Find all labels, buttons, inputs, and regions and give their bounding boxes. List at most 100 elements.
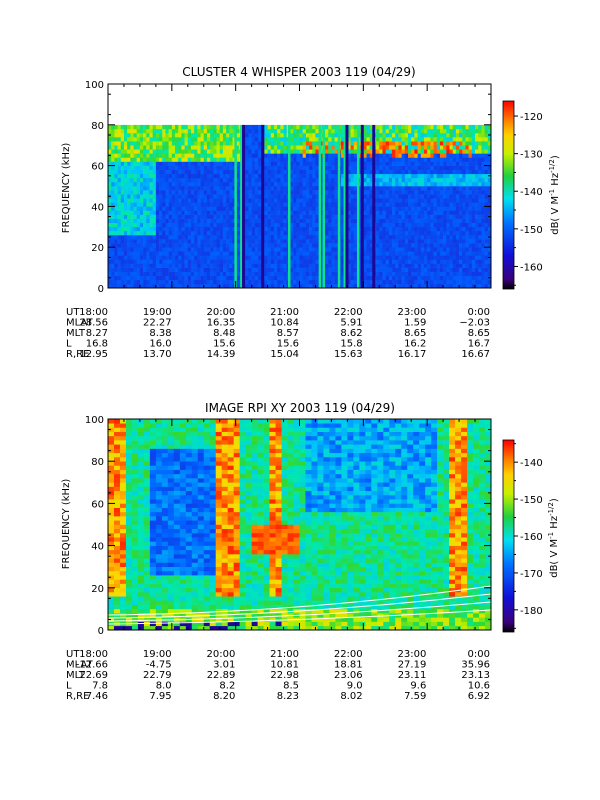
heatmap-cell (127, 132, 131, 138)
heatmap-cell (417, 141, 422, 146)
heatmap-cell (194, 283, 198, 289)
heatmap-cell (155, 210, 160, 215)
heatmap-cell (277, 194, 281, 199)
heatmap-cell (449, 234, 453, 240)
heatmap-cell (475, 128, 479, 134)
heatmap-cell (127, 239, 131, 244)
heatmap-cell (219, 210, 224, 215)
heatmap-cell (181, 251, 185, 256)
heatmap-cell (328, 206, 332, 211)
heatmap-cell (462, 132, 466, 138)
heatmap-cell (369, 275, 374, 281)
heatmap-cell (392, 173, 396, 179)
heatmap-cell (184, 165, 189, 170)
heatmap-cell (270, 267, 275, 272)
heatmap-cell (190, 169, 195, 175)
heatmap-cell (331, 206, 335, 211)
heatmap-cell (283, 210, 288, 215)
heatmap-cell (423, 243, 428, 248)
heatmap-cell (130, 259, 134, 264)
heatmap-cell (203, 186, 208, 191)
heatmap-cell (312, 137, 316, 142)
heatmap-cell (305, 259, 310, 264)
heatmap-cell (206, 169, 211, 175)
heatmap-cell (162, 259, 166, 264)
heatmap-cell (280, 267, 284, 272)
heatmap-cell (328, 247, 332, 252)
heatmap-cell (404, 279, 409, 285)
heatmap-cell (376, 283, 380, 289)
heatmap-cell (146, 210, 150, 215)
heatmap-cell (229, 218, 233, 224)
heatmap-cell (385, 251, 390, 256)
heatmap-cell (165, 141, 169, 146)
heatmap-cell (347, 186, 351, 191)
ephemeris-value: 20:00 (207, 307, 236, 318)
heatmap-cell (210, 271, 214, 277)
heatmap-cell (379, 165, 383, 170)
heatmap-cell (401, 181, 406, 187)
heatmap-cell (340, 243, 345, 248)
heatmap-cell (210, 259, 214, 264)
heatmap-cell (449, 243, 453, 248)
heatmap-cell (363, 275, 367, 281)
heatmap-cell (392, 259, 396, 264)
heatmap-cell (133, 124, 138, 130)
heatmap-cell (468, 218, 473, 224)
heatmap-cell (194, 210, 198, 215)
heatmap-cell (283, 239, 288, 244)
heatmap-cell (363, 165, 367, 170)
heatmap-cell (232, 218, 236, 224)
heatmap-cell (117, 263, 122, 268)
heatmap-cell (283, 132, 288, 138)
heatmap-cell (165, 124, 169, 130)
heatmap-cell (417, 173, 422, 179)
heatmap-cell (382, 271, 386, 277)
heatmap-cell (401, 157, 406, 162)
heatmap-cell (475, 177, 479, 183)
heatmap-cell (200, 181, 205, 187)
heatmap-cell (114, 214, 118, 219)
heatmap-cell (353, 181, 358, 187)
heatmap-cell (162, 145, 166, 150)
heatmap-cell (216, 145, 221, 150)
heatmap-cell (471, 267, 476, 272)
heatmap-cell (388, 279, 393, 285)
heatmap-cell (475, 271, 479, 277)
heatmap-cell (487, 226, 492, 232)
heatmap-cell (478, 226, 482, 232)
heatmap-cell (226, 149, 230, 154)
heatmap-cell (267, 259, 272, 264)
heatmap-cell (299, 218, 303, 224)
heatmap-cell (213, 247, 217, 252)
heatmap-cell (347, 271, 351, 277)
heatmap-cell (139, 214, 144, 219)
heatmap-cell (171, 226, 176, 232)
heatmap-cell (484, 132, 489, 138)
heatmap-cell (264, 239, 268, 244)
heatmap-cell (168, 198, 173, 203)
heatmap-cell (401, 124, 406, 130)
heatmap-cell (168, 210, 173, 215)
heatmap-cell (277, 186, 281, 191)
heatmap-cell (171, 153, 176, 158)
heatmap-cell (152, 259, 157, 264)
heatmap-cell (449, 161, 453, 166)
heatmap-cell (226, 186, 230, 191)
heatmap-cell (328, 157, 332, 162)
heatmap-cell (369, 239, 374, 244)
heatmap-cell (213, 124, 217, 130)
heatmap-cell (401, 283, 406, 289)
heatmap-cell (388, 226, 393, 232)
heatmap-cell (452, 218, 457, 224)
heatmap-cell (155, 141, 160, 146)
heatmap-cell (216, 255, 221, 260)
heatmap-cell (232, 186, 236, 191)
heatmap-cell (481, 165, 485, 170)
heatmap-cell (340, 202, 345, 207)
heatmap-cell (414, 222, 418, 228)
heatmap-cell (267, 153, 272, 158)
heatmap-cell (446, 247, 450, 252)
heatmap-cell (465, 255, 469, 260)
heatmap-cell (462, 186, 466, 191)
